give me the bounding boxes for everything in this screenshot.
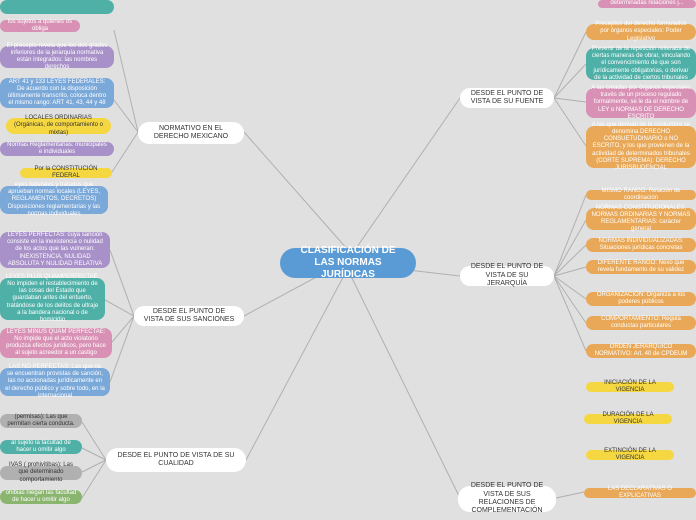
leaf-node[interactable]: LEYES MINUS QUAM PERFECTAE: No impide qu…: [0, 328, 112, 358]
leaf-node[interactable]: eyes federales y tratados que aprueban n…: [0, 186, 108, 214]
center-node[interactable]: CLASIFICACIÓN DE LAS NORMAS JURÍDICAS: [280, 248, 416, 278]
leaf-node[interactable]: ohibias niegan las facultad de hacer u o…: [0, 490, 82, 504]
leaf-node[interactable]: El precepto revela que los dos grados in…: [0, 46, 114, 68]
leaf-node[interactable]: DIFERENTE RANGO: Nexo que revela fundame…: [586, 260, 696, 274]
leaf-node[interactable]: IVAS ( prohivitibas): Las que determinad…: [0, 466, 82, 480]
leaf-node[interactable]: LEYES PLUS QUAMPERFECTAE: No impiden el …: [0, 278, 105, 320]
leaf-node[interactable]: LOCALES ORDINARIAS (Orgánicas, de compor…: [6, 118, 111, 134]
leaf-node[interactable]: A las que derivan de la costumbre se den…: [586, 126, 696, 168]
branch-node-complementacion[interactable]: DESDE EL PUNTO DE VISTA DE SUS RELACIONE…: [458, 486, 556, 512]
leaf-node[interactable]: MISMO RANGO: Relación de coordinación: [586, 190, 696, 200]
leaf-node[interactable]: Prevenir de la repetición reiterada de c…: [586, 48, 696, 80]
leaf-node[interactable]: NORMAS INDIVIDUALIZADAS: Situaciones jur…: [586, 238, 696, 252]
leaf-node[interactable]: Por la CONSTITUCIÓN FEDERAL: [20, 168, 112, 178]
leaf-node[interactable]: (permisas): Las que permitan cierta cond…: [0, 414, 82, 428]
leaf-node[interactable]: ART 41 y 133 LEYES FEDERALES: De acuerdo…: [0, 78, 114, 108]
leaf-node[interactable]: Preceptos del derecho formulados por órg…: [586, 24, 696, 40]
branch-node-cualidad[interactable]: DESDE EL PUNTO DE VISTA DE SU CUALIDAD: [106, 448, 246, 472]
leaf-node[interactable]: determinadas relaciones j...: [598, 0, 696, 8]
leaf-node[interactable]: Normas Reglamentarias: municipales e ind…: [0, 142, 114, 156]
leaf-node[interactable]: [0, 0, 114, 14]
branch-node-sanciones[interactable]: DESDE EL PUNTO DE VISTA DE SUS SANCIONES: [134, 306, 244, 326]
leaf-node[interactable]: LAS DECLARATIVAS O EXPLICATIVAS: [584, 488, 696, 498]
leaf-node[interactable]: DURACIÓN DE LA VIGENCIA: [584, 414, 672, 424]
leaf-node[interactable]: al sujeto la facultad de hacer u omitir …: [0, 440, 82, 454]
leaf-node[interactable]: LAS NO PERFECTAS: Las que no se encuentr…: [0, 368, 110, 396]
leaf-node[interactable]: los sujetos a quienes os obliga: [0, 20, 80, 32]
leaf-node[interactable]: INICIACIÓN DE LA VIGENCIA: [586, 382, 674, 392]
leaf-node[interactable]: COMPORTAMIENTO: Regula conductas particu…: [586, 316, 696, 330]
leaf-node[interactable]: LEYES PERFECTAS: cuya sanción consiste e…: [0, 232, 110, 268]
branch-node-fuente[interactable]: DESDE EL PUNTO DE VISTA DE SU FUENTE: [460, 88, 554, 108]
branch-node-jerarquia[interactable]: DESDE EL PUNTO DE VISTA DE SU JERARQUÍA: [460, 266, 554, 286]
leaf-node[interactable]: ORGANIZACIÓN: Organiza a los poderes púb…: [586, 292, 696, 306]
leaf-node[interactable]: NORMAS CONSTITUCIONALES, NORMAS ORDINARI…: [586, 208, 696, 230]
leaf-node[interactable]: EXTINCIÓN DE LA VIGENCIA: [586, 450, 674, 460]
leaf-node[interactable]: ORDEN JERARQUICO NORMATIVO: Art. 40 de C…: [586, 344, 696, 358]
leaf-node[interactable]: A las creadas por órganos especiales tra…: [586, 88, 696, 118]
branch-node-normativo[interactable]: NORMATIVO EN EL DERECHO MEXICANO: [138, 122, 244, 144]
